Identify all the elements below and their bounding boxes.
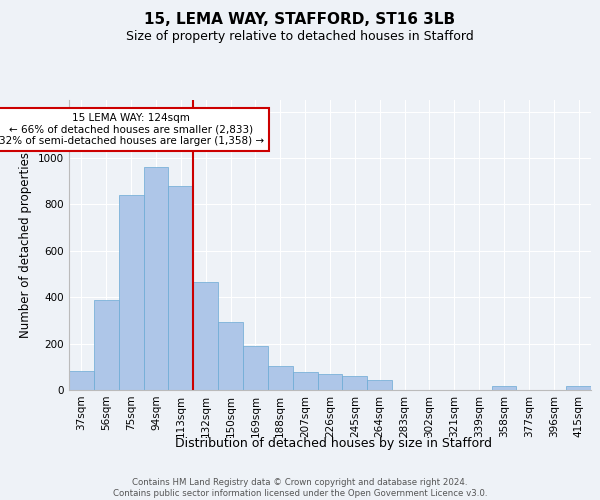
Bar xyxy=(566,386,591,390)
Bar xyxy=(169,186,193,390)
Y-axis label: Number of detached properties: Number of detached properties xyxy=(19,152,32,338)
Bar xyxy=(69,372,94,390)
Bar xyxy=(94,300,119,390)
Bar xyxy=(193,282,218,390)
Bar xyxy=(491,386,517,390)
Text: 15 LEMA WAY: 124sqm
← 66% of detached houses are smaller (2,833)
32% of semi-det: 15 LEMA WAY: 124sqm ← 66% of detached ho… xyxy=(0,113,264,146)
Bar xyxy=(293,372,317,390)
Bar xyxy=(268,366,293,390)
Text: 15, LEMA WAY, STAFFORD, ST16 3LB: 15, LEMA WAY, STAFFORD, ST16 3LB xyxy=(145,12,455,28)
Text: Distribution of detached houses by size in Stafford: Distribution of detached houses by size … xyxy=(175,438,491,450)
Bar xyxy=(143,168,169,390)
Text: Size of property relative to detached houses in Stafford: Size of property relative to detached ho… xyxy=(126,30,474,43)
Bar xyxy=(243,346,268,390)
Bar xyxy=(343,376,367,390)
Text: Contains HM Land Registry data © Crown copyright and database right 2024.
Contai: Contains HM Land Registry data © Crown c… xyxy=(113,478,487,498)
Bar xyxy=(218,322,243,390)
Bar xyxy=(119,195,143,390)
Bar xyxy=(317,374,343,390)
Bar xyxy=(367,380,392,390)
